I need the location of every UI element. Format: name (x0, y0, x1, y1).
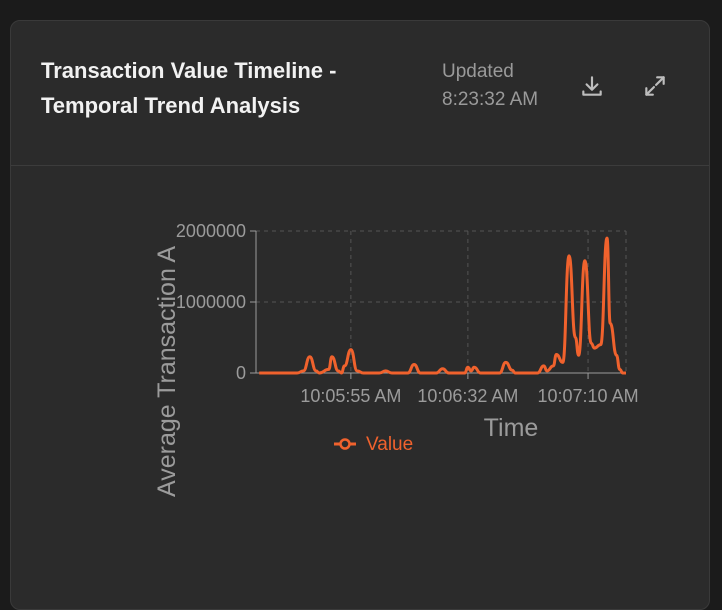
updated-timestamp: Updated 8:23:32 AM (442, 58, 538, 114)
legend-swatch-marker (339, 438, 351, 450)
expand-icon (645, 76, 665, 96)
card-header: Transaction Value Timeline - Temporal Tr… (11, 21, 709, 166)
legend-label-value: Value (366, 434, 413, 455)
line-chart: 0 1000000 2000000 10:05:55 AM 10:06:32 AM 10:… (153, 221, 639, 497)
x-axis-title: Time (484, 414, 539, 442)
y-axis-title: Average Transaction A (153, 246, 181, 497)
y-tick-label: 2000000 (176, 221, 246, 241)
download-button[interactable] (577, 71, 607, 101)
expand-button[interactable] (640, 71, 670, 101)
card-title: Transaction Value Timeline - Temporal Tr… (41, 58, 337, 118)
x-tick-label: 10:05:55 AM (300, 386, 401, 406)
x-tick-label: 10:07:10 AM (538, 386, 639, 406)
updated-time: 8:23:32 AM (442, 89, 539, 110)
x-tick-label: 10:06:32 AM (417, 386, 518, 406)
download-icon (582, 76, 602, 96)
chart-card: Transaction Value Timeline - Temporal Tr… (10, 20, 710, 610)
y-tick-label: 1000000 (176, 292, 246, 312)
y-tick-label: 0 (236, 363, 246, 383)
series-line-value (259, 236, 626, 375)
updated-label: Updated (442, 61, 514, 82)
